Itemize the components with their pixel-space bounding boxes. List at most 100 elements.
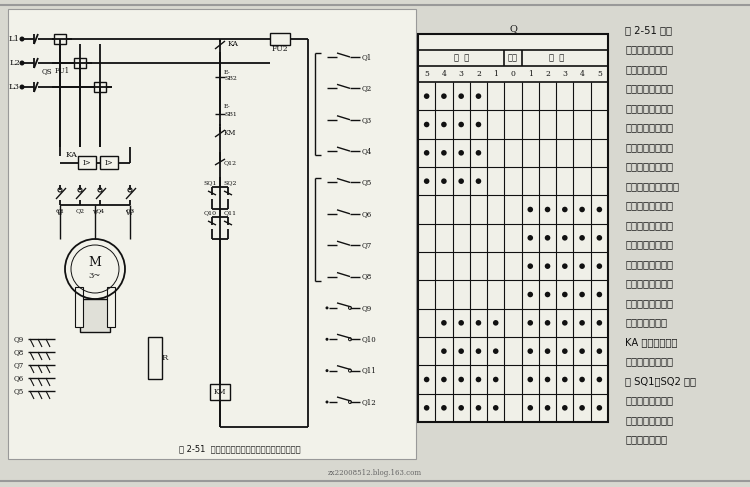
Text: L3: L3 <box>9 83 20 91</box>
Text: FU2: FU2 <box>272 45 288 53</box>
Circle shape <box>579 320 585 326</box>
Text: zx22008512.blog.163.com: zx22008512.blog.163.com <box>328 469 422 477</box>
Circle shape <box>20 85 25 90</box>
Text: L1: L1 <box>9 35 20 43</box>
Circle shape <box>596 377 602 382</box>
Text: V: V <box>92 209 98 217</box>
Text: 4: 4 <box>442 70 446 78</box>
Circle shape <box>562 235 568 241</box>
Text: 3: 3 <box>562 70 567 78</box>
Bar <box>94 82 106 92</box>
Bar <box>78 156 96 169</box>
Text: I>: I> <box>105 159 113 167</box>
Circle shape <box>493 320 499 326</box>
Circle shape <box>562 377 568 382</box>
Text: E-: E- <box>224 70 231 75</box>
Circle shape <box>458 377 464 382</box>
Bar <box>75 287 83 327</box>
Bar <box>100 156 118 169</box>
Text: I>: I> <box>82 159 92 167</box>
Circle shape <box>579 292 585 297</box>
Text: 动、调速凸轮控制: 动、调速凸轮控制 <box>625 83 673 94</box>
Circle shape <box>493 377 499 382</box>
Circle shape <box>476 94 482 99</box>
Circle shape <box>441 150 447 156</box>
Circle shape <box>476 122 482 127</box>
Bar <box>148 337 162 379</box>
Circle shape <box>441 94 447 99</box>
Text: KM: KM <box>224 129 236 137</box>
Circle shape <box>458 94 464 99</box>
Circle shape <box>527 206 533 212</box>
Circle shape <box>493 405 499 411</box>
Circle shape <box>441 320 447 326</box>
Circle shape <box>458 150 464 156</box>
Text: R: R <box>162 354 168 362</box>
Text: 图 2-51  手动可逆起动、调速凸轮控制器控制线路: 图 2-51 手动可逆起动、调速凸轮控制器控制线路 <box>179 445 301 453</box>
Circle shape <box>527 263 533 269</box>
Circle shape <box>596 405 602 411</box>
Text: KA 作为电动机的: KA 作为电动机的 <box>625 337 677 347</box>
Text: Q1: Q1 <box>56 208 64 213</box>
Text: Q8: Q8 <box>362 273 372 281</box>
Circle shape <box>441 348 447 354</box>
Text: Q10: Q10 <box>203 210 217 216</box>
Text: SQ1: SQ1 <box>203 181 217 186</box>
Text: Q11: Q11 <box>362 367 376 375</box>
Text: KA: KA <box>66 151 78 159</box>
Bar <box>74 58 86 68</box>
Circle shape <box>544 206 550 212</box>
Text: 5: 5 <box>424 70 429 78</box>
Circle shape <box>424 94 430 99</box>
Circle shape <box>596 235 602 241</box>
Text: U: U <box>57 209 63 217</box>
Circle shape <box>20 37 25 41</box>
Text: Q5: Q5 <box>14 387 24 395</box>
Text: SB1: SB1 <box>224 112 237 117</box>
Text: 转而使工作机构运: 转而使工作机构运 <box>625 415 673 425</box>
Text: 动机手动可逆起: 动机手动可逆起 <box>625 64 667 74</box>
Text: Q9: Q9 <box>362 304 372 312</box>
Text: 2: 2 <box>545 70 550 78</box>
Circle shape <box>458 405 464 411</box>
Text: W: W <box>126 209 134 217</box>
Text: 大的绕线转子异步: 大的绕线转子异步 <box>625 142 673 152</box>
Circle shape <box>544 320 550 326</box>
Text: 速及正、反转控制。: 速及正、反转控制。 <box>625 181 679 191</box>
Text: 便等一系列优点，: 便等一系列优点， <box>625 240 673 249</box>
Circle shape <box>579 235 585 241</box>
Text: 0: 0 <box>511 70 515 78</box>
Circle shape <box>424 377 430 382</box>
Text: Q12: Q12 <box>224 161 237 166</box>
Circle shape <box>458 320 464 326</box>
Circle shape <box>527 377 533 382</box>
Circle shape <box>562 263 568 269</box>
Bar <box>54 34 66 44</box>
Circle shape <box>596 263 602 269</box>
Text: 1: 1 <box>494 70 498 78</box>
Text: Q12: Q12 <box>362 398 376 406</box>
Circle shape <box>544 263 550 269</box>
Circle shape <box>458 348 464 354</box>
Circle shape <box>579 206 585 212</box>
Text: 4: 4 <box>580 70 584 78</box>
Circle shape <box>476 348 482 354</box>
Text: E-: E- <box>224 105 231 110</box>
Text: Q3: Q3 <box>362 116 372 124</box>
Circle shape <box>441 178 447 184</box>
Circle shape <box>579 348 585 354</box>
Circle shape <box>476 320 482 326</box>
Text: KM: KM <box>214 388 226 396</box>
Circle shape <box>458 122 464 127</box>
Circle shape <box>579 377 585 382</box>
Text: SB2: SB2 <box>224 76 237 81</box>
Text: Q7: Q7 <box>14 361 24 369</box>
Text: Q4: Q4 <box>362 147 372 155</box>
Text: Q11: Q11 <box>224 210 236 216</box>
Circle shape <box>527 348 533 354</box>
Text: 3~: 3~ <box>88 272 101 280</box>
Text: 动的限位保护。: 动的限位保护。 <box>625 434 667 445</box>
Circle shape <box>326 369 328 372</box>
Circle shape <box>544 292 550 297</box>
Circle shape <box>424 405 430 411</box>
